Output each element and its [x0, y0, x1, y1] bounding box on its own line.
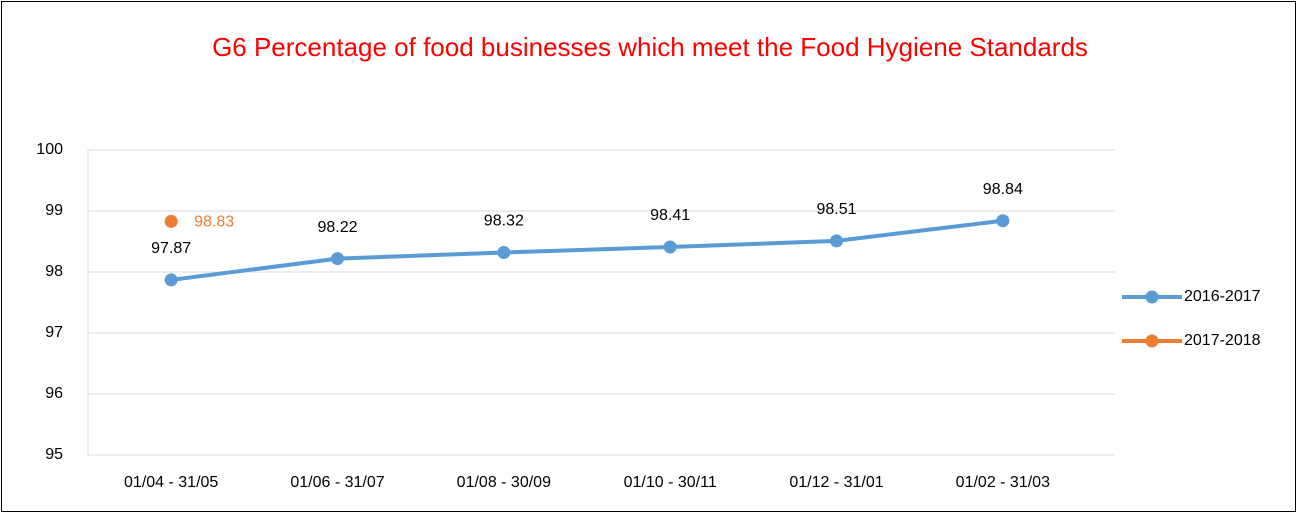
x-tick-label: 01/10 - 30/11 [624, 474, 717, 491]
data-label: 98.22 [317, 219, 357, 236]
data-label: 98.84 [983, 181, 1023, 198]
data-point [663, 240, 677, 254]
x-tick-label: 01/02 - 31/03 [956, 474, 1050, 491]
data-label: 98.51 [816, 201, 856, 218]
data-label: 98.83 [194, 214, 234, 231]
y-tick-label: 95 [45, 446, 63, 463]
x-tick-label: 01/12 - 31/01 [789, 474, 883, 491]
y-tick-label: 99 [45, 202, 63, 219]
legend-label: 2016-2017 [1184, 288, 1261, 305]
chart-title: G6 Percentage of food businesses which m… [212, 32, 1088, 62]
legend-marker [1145, 334, 1159, 348]
data-point [830, 234, 843, 248]
data-label: 97.87 [151, 240, 191, 257]
data-point [331, 252, 344, 266]
data-point [164, 273, 178, 287]
y-tick-label: 97 [45, 324, 63, 341]
x-tick-label: 01/04 - 31/05 [124, 474, 218, 491]
legend-marker [1145, 290, 1159, 304]
data-label: 98.41 [650, 207, 690, 224]
x-tick-label: 01/08 - 30/09 [457, 474, 551, 491]
y-tick-label: 96 [45, 385, 63, 402]
data-point [996, 214, 1010, 228]
x-tick-label: 01/06 - 31/07 [290, 474, 384, 491]
y-tick-label: 100 [36, 141, 63, 158]
data-label: 98.32 [484, 213, 524, 230]
y-tick-label: 98 [45, 263, 63, 280]
legend-label: 2017-2018 [1184, 332, 1261, 349]
data-point [497, 245, 511, 259]
data-point [164, 214, 178, 228]
series-line [170, 218, 1004, 282]
